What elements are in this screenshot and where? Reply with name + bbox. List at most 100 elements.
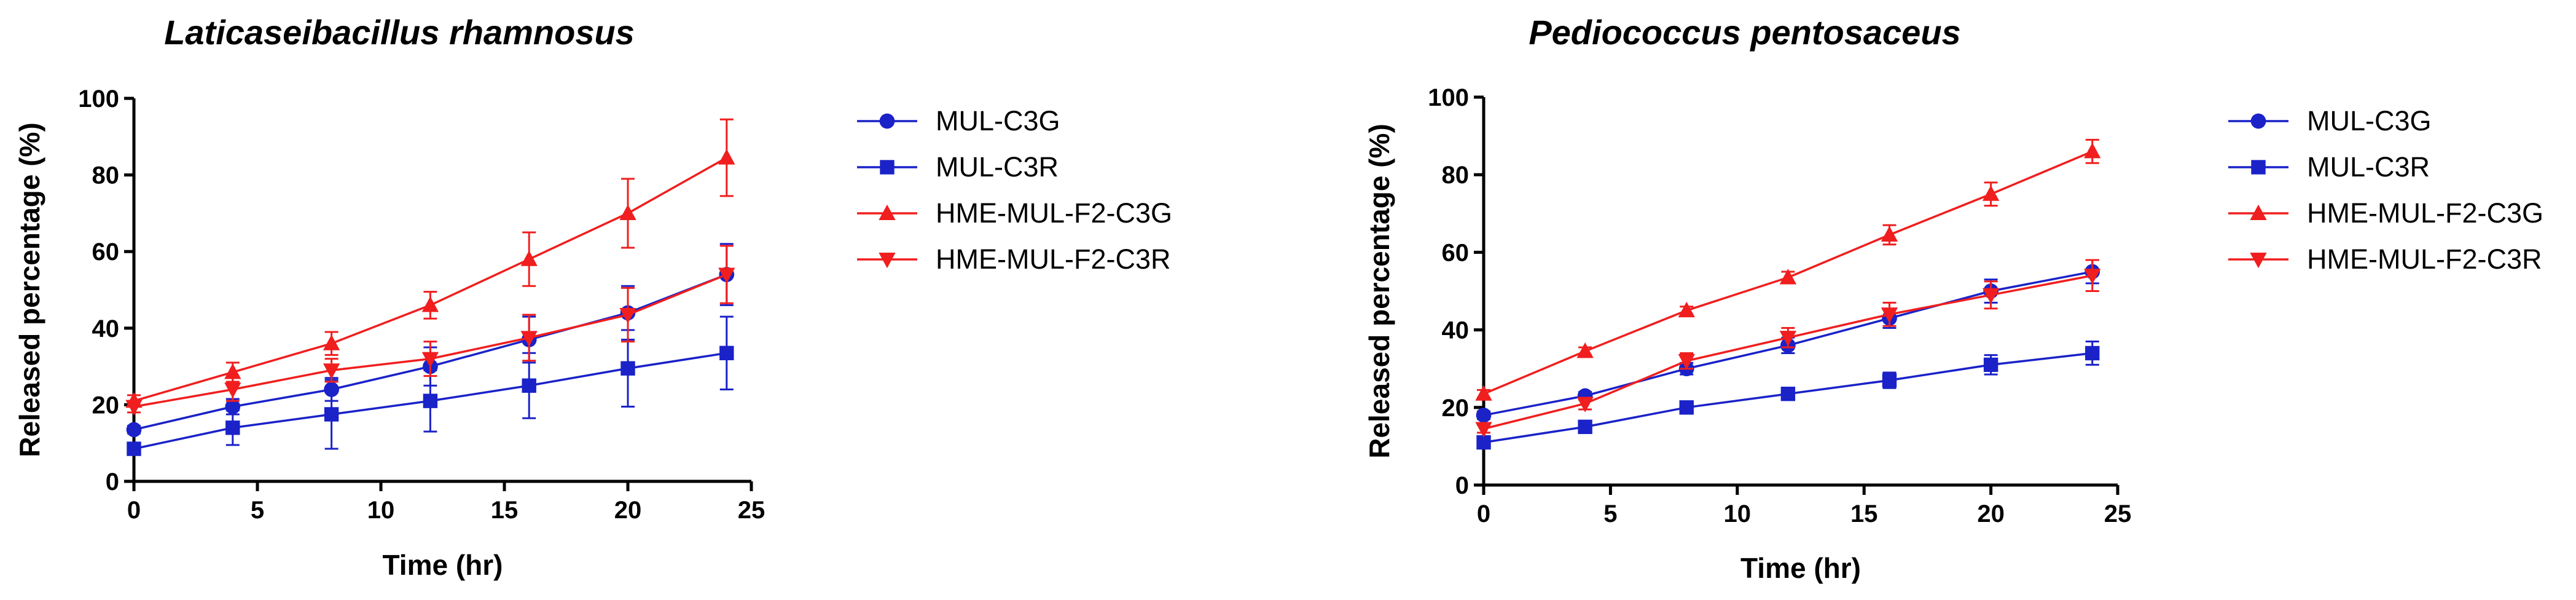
data-point — [1476, 435, 1491, 450]
x-tick-label: 10 — [367, 497, 395, 524]
legend-label: HME-MUL-F2-C3G — [936, 197, 1172, 229]
data-point — [1475, 422, 1492, 438]
data-point — [126, 422, 142, 438]
data-point — [225, 420, 240, 435]
legend-marker — [879, 113, 895, 129]
data-point — [224, 382, 241, 398]
legend-marker — [879, 252, 896, 269]
data-point — [520, 250, 538, 266]
legend-label: MUL-C3G — [2307, 105, 2432, 136]
series-hme-mul-f2-c3r — [1475, 259, 2101, 438]
x-tick-label: 15 — [1850, 500, 1878, 527]
x-axis-label: Time (hr) — [1740, 552, 1861, 584]
series-hme-mul-f2-c3g — [1475, 138, 2101, 401]
data-point — [621, 361, 635, 376]
y-axis-label: Released percentage (%) — [1363, 124, 1395, 459]
legend-entry: HME-MUL-F2-C3R — [857, 243, 1171, 275]
y-tick-label: 20 — [92, 392, 120, 419]
data-point — [619, 204, 636, 220]
data-point — [1678, 301, 1695, 318]
y-axis-label: Released percentage (%) — [14, 122, 45, 457]
y-tick-label: 0 — [106, 468, 119, 495]
y-tick-label: 40 — [1442, 317, 1470, 344]
legend-entry: HME-MUL-F2-C3G — [857, 197, 1172, 229]
legend-entry: MUL-C3G — [2228, 105, 2432, 136]
data-point — [1475, 385, 1492, 401]
y-tick-label: 80 — [92, 162, 120, 189]
data-point — [323, 334, 340, 350]
data-point — [2084, 143, 2101, 159]
x-tick-label: 20 — [1977, 500, 2005, 527]
legend-marker — [2250, 204, 2267, 221]
data-point — [1983, 357, 1999, 373]
data-point — [1780, 387, 1796, 401]
data-point — [421, 296, 439, 312]
data-point — [718, 149, 735, 165]
data-point — [127, 441, 141, 456]
legend-label: HME-MUL-F2-C3G — [2307, 197, 2543, 229]
chart-laticaseibacillus: Laticaseibacillus rhamnosus 0 20 40 60 80 100 0… — [14, 13, 1172, 581]
data-point — [1578, 419, 1592, 435]
chart-title: Laticaseibacillus rhamnosus — [164, 13, 635, 52]
series-hme-mul-f2-c3r — [125, 245, 735, 416]
data-point — [1779, 331, 1797, 347]
x-tick-label: 20 — [614, 497, 642, 524]
y-tick-label: 100 — [78, 85, 119, 112]
x-tick-label: 10 — [1724, 500, 1752, 527]
data-point — [2084, 269, 2101, 285]
legend-marker — [880, 160, 895, 175]
data-point — [520, 331, 538, 347]
legend-label: MUL-C3G — [936, 105, 1060, 136]
y-tick-label: 100 — [1428, 84, 1469, 111]
legend-entry: MUL-C3G — [857, 105, 1060, 136]
chart-pediococcus: Pediococcus pentosaceus 0 20 40 60 80 100 0 5 10 1… — [1363, 13, 2543, 584]
data-point — [522, 378, 536, 393]
x-tick-label: 5 — [1603, 500, 1617, 527]
data-point — [619, 307, 636, 324]
y-tick-label: 0 — [1455, 472, 1469, 499]
legend-entry: MUL-C3R — [857, 151, 1059, 183]
y-tick-label: 20 — [1442, 395, 1470, 422]
chart-title: Pediococcus pentosaceus — [1529, 13, 1960, 52]
legend-entry: HME-MUL-F2-C3R — [2228, 243, 2542, 275]
x-tick-label: 5 — [251, 497, 264, 524]
x-tick-label: 0 — [127, 497, 141, 524]
y-tick-label: 60 — [1442, 239, 1470, 266]
data-point — [224, 363, 241, 379]
legend-label: HME-MUL-F2-C3R — [2307, 243, 2542, 275]
legend-entry: HME-MUL-F2-C3G — [2228, 197, 2543, 229]
data-point — [423, 393, 438, 408]
data-point — [1982, 185, 2000, 201]
y-tick-label: 80 — [1442, 162, 1470, 189]
data-point — [125, 400, 143, 416]
data-point — [1576, 342, 1594, 358]
x-tick-label: 25 — [738, 497, 765, 524]
data-point — [323, 363, 340, 379]
data-point — [1881, 226, 1898, 242]
legend-marker — [2250, 113, 2266, 129]
legend-entry: MUL-C3R — [2228, 151, 2430, 183]
legend-marker — [879, 204, 896, 221]
legend-marker — [2250, 252, 2267, 269]
x-tick-label: 25 — [2104, 500, 2132, 527]
data-point — [2085, 345, 2100, 361]
series-mul-c3r — [1476, 341, 2100, 450]
data-point — [1982, 288, 2000, 304]
data-point — [324, 407, 339, 422]
series-mul-c3r — [127, 315, 734, 456]
series-hme-mul-f2-c3g — [125, 118, 735, 408]
x-tick-label: 15 — [491, 497, 519, 524]
data-point — [1679, 400, 1694, 415]
data-point — [1779, 269, 1797, 285]
x-axis-label: Time (hr) — [383, 549, 503, 581]
legend-label: MUL-C3R — [936, 151, 1059, 183]
legend-label: HME-MUL-F2-C3R — [936, 243, 1171, 275]
data-point — [718, 267, 735, 283]
legend-marker — [2251, 160, 2266, 175]
y-tick-label: 40 — [92, 315, 120, 342]
y-tick-label: 60 — [92, 239, 120, 266]
x-tick-label: 0 — [1477, 500, 1490, 527]
data-point — [1476, 408, 1492, 423]
data-point — [421, 352, 439, 368]
